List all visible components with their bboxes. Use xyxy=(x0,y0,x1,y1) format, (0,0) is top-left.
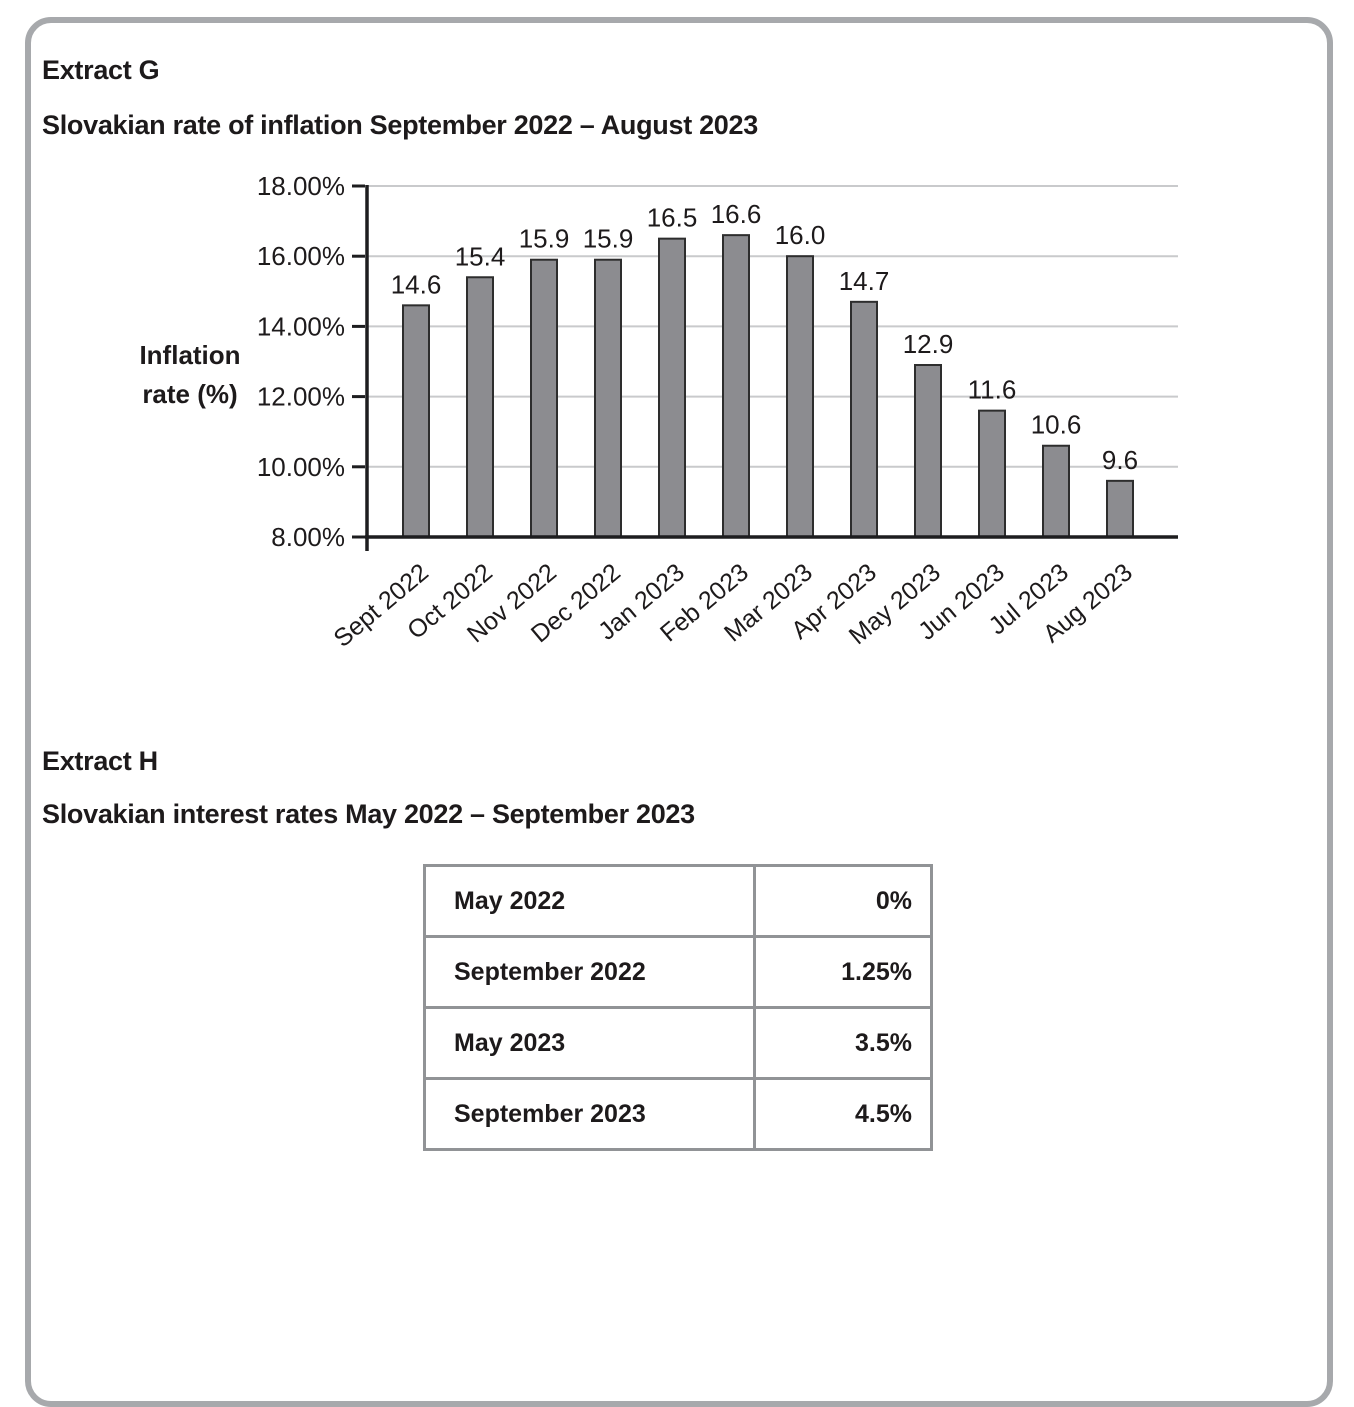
interest-rates-table: May 2022 0% September 2022 1.25% May 2023 3.5… xyxy=(423,864,933,1151)
bar-value-label-jul-2023: 10.6 xyxy=(1031,410,1082,440)
extract-h-title: Slovakian interest rates May 2022 – Sept… xyxy=(42,799,695,829)
y-tick-label-16.00%: 16.00% xyxy=(257,241,345,271)
bar-value-label-sept-2022: 14.6 xyxy=(391,269,442,299)
bar-jul-2023 xyxy=(1042,444,1070,538)
bar-value-label-dec-2022: 15.9 xyxy=(583,224,634,254)
chart-y-axis-title-line2: rate (%) xyxy=(142,379,238,409)
bar-value-label-aug-2023: 9.6 xyxy=(1102,445,1138,475)
extract-h-heading: Extract H xyxy=(42,746,158,776)
table-row-0: May 2022 0% xyxy=(423,864,933,938)
bar-value-label-nov-2022: 15.9 xyxy=(519,224,570,254)
table-row-3: September 2023 4.5% xyxy=(423,1077,933,1151)
y-tick-label-18.00%: 18.00% xyxy=(257,171,345,201)
bar-dec-2022 xyxy=(594,258,622,538)
table-cell-rate: 0% xyxy=(753,864,933,938)
y-tick-label-8.00%: 8.00% xyxy=(271,522,345,552)
bar-jun-2023 xyxy=(978,409,1006,539)
chart-y-axis-title-line1: Inflation xyxy=(139,340,241,370)
table-cell-date: September 2022 xyxy=(423,935,756,1009)
extract-g-title: Slovakian rate of inflation September 20… xyxy=(42,110,758,140)
bar-value-label-jan-2023: 16.5 xyxy=(647,203,698,233)
bar-jan-2023 xyxy=(658,237,686,538)
bar-value-label-may-2023: 12.9 xyxy=(903,329,954,359)
bar-feb-2023 xyxy=(722,234,750,538)
y-tick-label-14.00%: 14.00% xyxy=(257,311,345,341)
bar-value-label-feb-2023: 16.6 xyxy=(711,199,762,229)
table-row-1: September 2022 1.25% xyxy=(423,935,933,1009)
bar-value-label-mar-2023: 16.0 xyxy=(775,220,826,250)
table-cell-rate: 3.5% xyxy=(753,1006,933,1080)
table-cell-rate: 1.25% xyxy=(753,935,933,1009)
chart-y-axis-title: Inflation rate (%) xyxy=(118,336,262,414)
bar-value-label-jun-2023: 11.6 xyxy=(968,375,1017,405)
table-cell-date: May 2023 xyxy=(423,1006,756,1080)
bar-oct-2022 xyxy=(466,276,494,538)
y-tick-label-12.00%: 12.00% xyxy=(257,382,345,412)
bar-mar-2023 xyxy=(786,255,814,538)
table-row-2: May 2023 3.5% xyxy=(423,1006,933,1080)
bar-nov-2022 xyxy=(530,258,558,538)
bar-value-label-apr-2023: 14.7 xyxy=(839,266,890,296)
bar-may-2023 xyxy=(914,364,942,539)
table-cell-date: May 2022 xyxy=(423,864,756,938)
bar-apr-2023 xyxy=(850,300,878,538)
extract-g-heading: Extract G xyxy=(42,55,160,85)
table-cell-rate: 4.5% xyxy=(753,1077,933,1151)
bar-sept-2022 xyxy=(402,304,430,538)
bar-aug-2023 xyxy=(1106,479,1134,538)
bar-value-label-oct-2022: 15.4 xyxy=(455,241,506,271)
table-cell-date: September 2023 xyxy=(423,1077,756,1151)
y-tick-label-10.00%: 10.00% xyxy=(257,452,345,482)
